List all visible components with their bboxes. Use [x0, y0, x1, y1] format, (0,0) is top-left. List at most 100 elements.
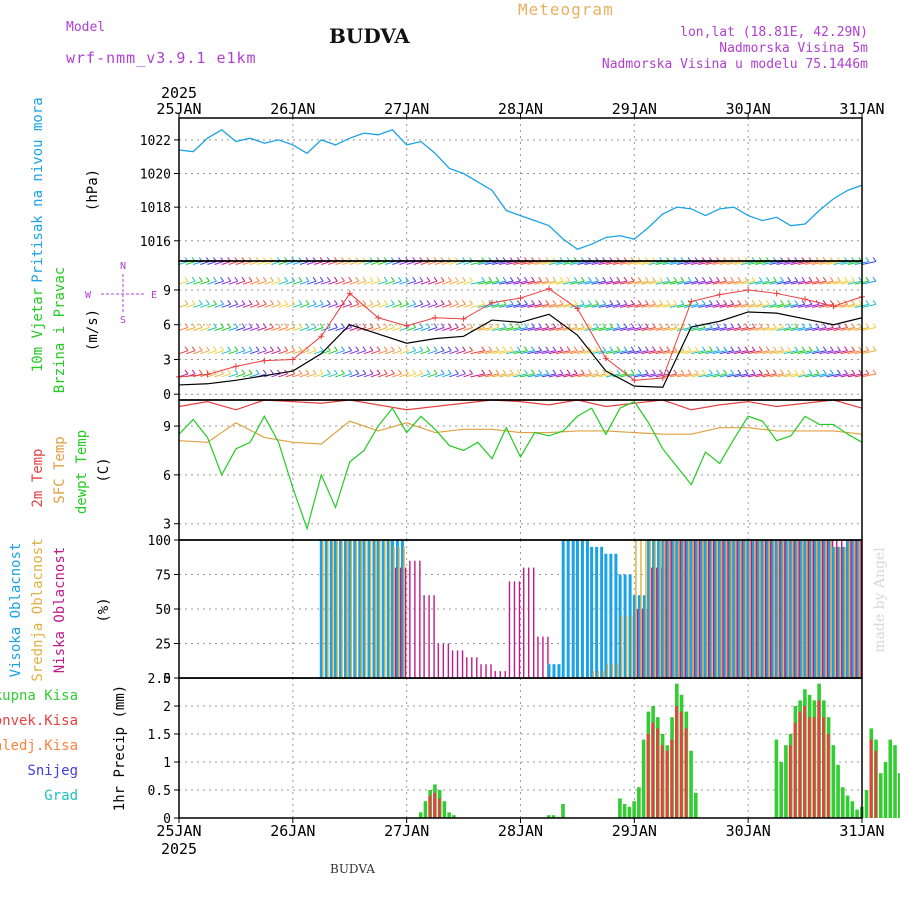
wind-barb-flag [248, 369, 253, 375]
wind-barb [520, 280, 535, 285]
wind-barb-flag [241, 276, 246, 282]
total-precip-bar [831, 745, 836, 818]
wind-barb [406, 327, 416, 331]
wind-barb [193, 261, 203, 265]
wind-barb [612, 260, 628, 265]
wind-barb-flag [623, 369, 628, 375]
wind-barb-flag [801, 369, 806, 375]
wind-barb [292, 280, 302, 285]
wind-barb-flag [758, 369, 763, 375]
wind-barb [392, 373, 402, 378]
wind-barb [506, 280, 521, 285]
wind-barb-flag [398, 369, 402, 375]
wind-barb-flag [277, 276, 281, 282]
wind-barb [520, 350, 535, 355]
wind-barb [491, 327, 507, 331]
wind-barb-flag [213, 300, 217, 305]
wind-barb [861, 280, 877, 285]
wind-barb [790, 373, 805, 378]
wind-barb-flag [319, 369, 324, 375]
wind-barb [520, 303, 535, 308]
wind-barb-flag [865, 257, 870, 262]
wind-barb-flag [234, 323, 239, 328]
wind-barb [591, 373, 606, 378]
wind-barb-flag [191, 369, 196, 375]
wind-barb [804, 260, 820, 265]
wind-barb-flag [772, 346, 777, 351]
wind-barb [812, 350, 827, 355]
wind-barb [264, 327, 274, 331]
wind-barb [591, 280, 606, 285]
x-tick-label-top: 27JAN [384, 100, 429, 118]
wind-barb-flag [701, 369, 706, 375]
wind-barb-flag [495, 276, 500, 282]
wind-barb-flag [284, 346, 289, 351]
wind-barb [819, 280, 834, 285]
total-precip-bar [774, 739, 779, 818]
wind-barb-flag [751, 369, 756, 375]
wind-barb [662, 327, 677, 331]
x-tick-label-top: 26JAN [270, 100, 315, 118]
wind-barb [235, 303, 246, 308]
wind-barb-flag [595, 369, 599, 375]
wind-barb [733, 303, 749, 308]
wind-barb [185, 280, 196, 285]
wind-barb [292, 350, 302, 355]
total-precip-bar [627, 806, 632, 818]
wind-barb [819, 327, 834, 331]
wind-barb-flag [680, 276, 685, 282]
wind-barb [840, 260, 855, 265]
wind-barb [356, 261, 367, 265]
wind-barb [484, 280, 500, 285]
wind-barb-flag [708, 276, 713, 282]
total-precip-bar [423, 801, 428, 818]
wind-barb [755, 280, 770, 285]
total-precip-bar [622, 804, 627, 818]
wind-barb [271, 303, 281, 308]
wind-barb [214, 261, 224, 265]
wind-barb [193, 280, 203, 285]
wind-barb-flag [447, 323, 452, 328]
wind-barb-flag [355, 276, 360, 282]
wind-barb-flag [865, 369, 870, 375]
wind-barb [314, 350, 324, 355]
wind-barb [712, 373, 727, 378]
wind-barb [470, 373, 485, 378]
wind-barb [513, 260, 528, 265]
wind-barb-flag [369, 276, 374, 282]
wind-barb-flag [447, 369, 452, 375]
wind-barb-flag [248, 300, 253, 305]
wind-barb-flag [502, 369, 507, 375]
wind-barb [235, 373, 246, 378]
wind-barb-flag [630, 369, 635, 375]
wind-barb [520, 327, 535, 331]
wind-barb-flag [737, 346, 742, 351]
wind-barb-flag [198, 276, 203, 282]
wind-barb [449, 303, 459, 308]
wind-barb [193, 327, 203, 331]
wind-barb [342, 261, 352, 265]
wind-barb-flag [426, 346, 431, 351]
total-precip-bar [418, 812, 423, 818]
wind-barb [804, 350, 820, 355]
wind-barb-flag [538, 369, 543, 375]
wind-barb [356, 303, 367, 308]
wind-barb [755, 303, 770, 308]
wind-barb [306, 350, 317, 355]
wind-barb [627, 280, 642, 285]
wind-barb-flag [609, 276, 614, 282]
wind-barb [748, 327, 763, 331]
wind-barb-flag [780, 323, 784, 328]
wind-barb [442, 280, 452, 285]
wind-barb-flag [602, 300, 607, 305]
total-precip-bar [693, 792, 698, 818]
wind-barb [470, 350, 485, 355]
wind-barb [349, 303, 359, 308]
wind-barb-flag [787, 300, 792, 305]
total-precip-bar [442, 801, 447, 818]
wind-barb-flag [305, 323, 310, 328]
wind-barb-flag [637, 369, 642, 375]
wind-barb [463, 280, 473, 285]
wind-barb [534, 373, 549, 378]
wind-barb [705, 327, 720, 331]
